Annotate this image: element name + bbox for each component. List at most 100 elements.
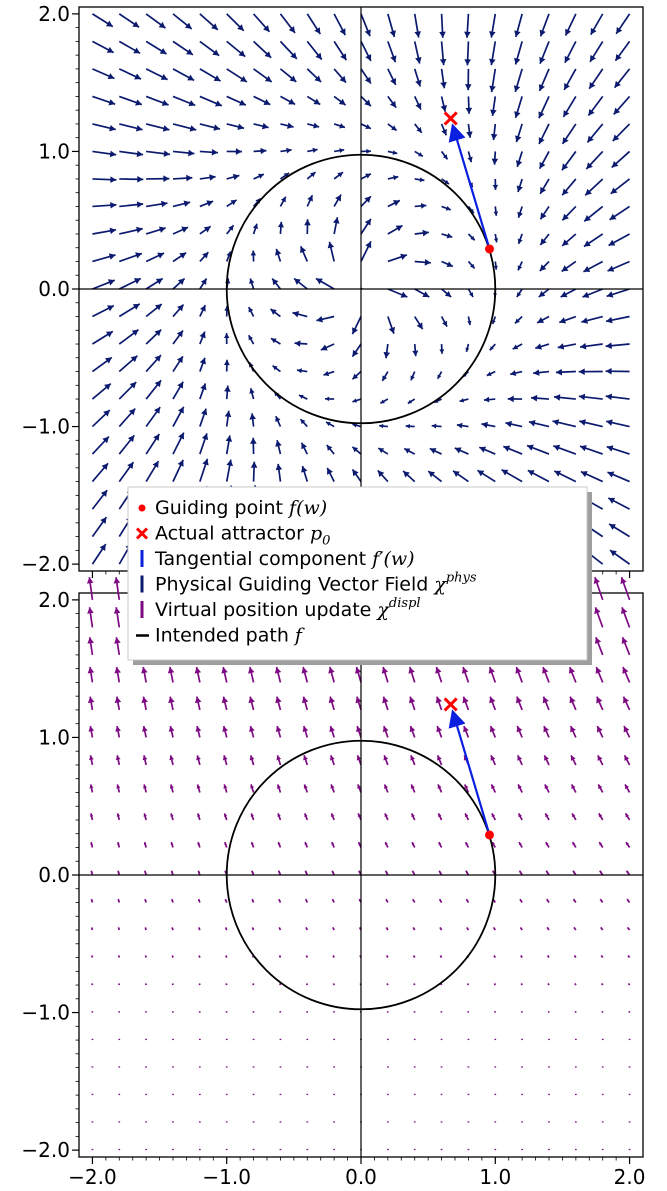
- quiver-arrow: [91, 436, 110, 455]
- quiver-arrow: [278, 927, 282, 931]
- quiver-arrow: [225, 1093, 228, 1096]
- quiver-arrow: [279, 1121, 282, 1123]
- quiver-arrow: [199, 123, 221, 131]
- quiver-arrow: [225, 435, 233, 455]
- quiver-arrow: [521, 1148, 523, 1151]
- quiver-arrow: [489, 13, 497, 38]
- quiver-arrow: [172, 459, 184, 482]
- quiver-arrow: [145, 277, 164, 290]
- quiver-arrow: [117, 955, 121, 958]
- quiver-arrow: [516, 754, 523, 766]
- quiver-arrow: [293, 277, 308, 290]
- quiver-arrow: [548, 1038, 550, 1041]
- quiver-arrow: [384, 813, 389, 821]
- quiver-arrow: [613, 95, 631, 115]
- quiver-arrow: [113, 577, 121, 600]
- quiver-arrow: [467, 205, 475, 214]
- quiver-arrow: [573, 955, 577, 959]
- quiver-arrow: [299, 245, 309, 262]
- quiver-arrow: [252, 13, 271, 33]
- quiver-arrow: [539, 260, 550, 272]
- quiver-arrow: [628, 1038, 631, 1041]
- quiver-arrow: [306, 13, 322, 35]
- quiver-arrow: [225, 459, 233, 482]
- quiver-arrow: [224, 385, 231, 400]
- intended-path-circle: [225, 739, 497, 1011]
- quiver-arrow: [194, 696, 202, 711]
- quiver-arrow: [251, 898, 255, 903]
- quiver-arrow: [145, 406, 161, 428]
- quiver-arrow: [553, 394, 576, 401]
- quiver-arrow: [87, 666, 95, 683]
- quiver-arrow: [575, 1093, 577, 1096]
- quiver-arrow: [146, 150, 171, 157]
- quiver-arrow: [279, 13, 296, 34]
- quiver-arrow: [574, 1010, 577, 1013]
- quiver-arrow: [167, 666, 175, 683]
- quiver-arrow: [494, 1121, 497, 1123]
- quiver-arrow: [250, 461, 258, 482]
- quiver-arrow: [386, 983, 389, 986]
- quiver-arrow: [306, 1148, 309, 1151]
- quiver-arrow: [594, 607, 604, 628]
- quiver-arrow: [303, 813, 309, 821]
- quiver-arrow: [226, 173, 240, 181]
- quiver-arrow: [199, 1038, 201, 1041]
- quiver-arrow: [325, 396, 335, 402]
- quiver-arrow: [437, 812, 443, 821]
- quiver-arrow: [598, 812, 604, 821]
- quiver-arrow: [439, 13, 446, 38]
- quiver-arrow: [199, 383, 207, 400]
- quiver-arrow: [118, 381, 137, 400]
- quiver-arrow: [276, 784, 282, 793]
- quiver-arrow: [90, 841, 94, 848]
- quiver-arrow: [517, 206, 523, 218]
- y-tick-label: −2.0: [21, 1138, 70, 1162]
- quiver-arrow: [440, 1148, 443, 1151]
- quiver-arrow: [277, 221, 284, 235]
- quiver-arrow: [119, 226, 143, 235]
- quiver-arrow: [170, 841, 174, 848]
- quiver-arrow: [513, 68, 523, 93]
- quiver-arrow: [278, 898, 282, 903]
- quiver-arrow: [438, 898, 443, 903]
- quiver-arrow: [118, 328, 140, 345]
- quiver-arrow: [172, 68, 195, 82]
- quiver-arrow: [306, 1066, 309, 1068]
- quiver-arrow: [543, 725, 550, 738]
- quiver-arrow: [87, 607, 94, 628]
- legend-marker: [140, 575, 144, 593]
- quiver-arrow: [436, 371, 443, 380]
- quiver-arrow: [226, 199, 238, 208]
- quiver-arrow: [387, 123, 398, 132]
- quiver-arrow: [379, 423, 388, 429]
- quiver-arrow: [568, 666, 577, 683]
- quiver-arrow: [92, 68, 115, 80]
- quiver-arrow: [385, 898, 389, 903]
- quiver-arrow: [514, 41, 523, 65]
- quiver-arrow: [118, 40, 141, 55]
- quiver-arrow: [581, 315, 603, 324]
- quiver-arrow: [90, 870, 94, 876]
- quiver-arrow: [222, 725, 228, 738]
- quiver-arrow: [171, 1011, 174, 1013]
- quiver-arrow: [377, 469, 389, 483]
- quiver-arrow: [465, 96, 473, 114]
- quiver-arrow: [119, 150, 144, 158]
- quiver-arrow: [225, 1038, 228, 1041]
- quiver-arrow: [516, 696, 523, 711]
- quiver-arrow: [117, 927, 121, 931]
- quiver-arrow: [224, 898, 228, 903]
- quiver-arrow: [252, 1011, 255, 1013]
- quiver-arrow: [414, 288, 430, 298]
- quiver-arrow: [172, 149, 195, 157]
- quiver-arrow: [352, 423, 362, 428]
- quiver-arrow: [467, 260, 476, 269]
- quiver-arrow: [441, 178, 450, 185]
- quiver-arrow: [387, 13, 396, 38]
- quiver-arrow: [601, 1121, 604, 1123]
- quiver-arrow: [91, 1148, 94, 1151]
- quiver-arrow: [546, 898, 550, 903]
- quiver-arrow: [578, 393, 603, 401]
- quiver-arrow: [413, 1093, 416, 1096]
